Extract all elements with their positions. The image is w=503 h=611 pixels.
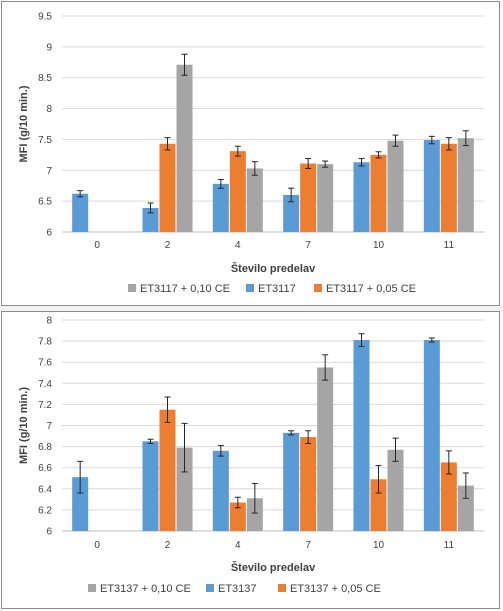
y-tick-label: 9 — [46, 42, 52, 53]
bar — [370, 154, 387, 232]
bar — [440, 462, 457, 531]
y-tick-label: 7.2 — [38, 400, 52, 411]
x-tick-label: 10 — [373, 240, 385, 251]
x-tick-label: 11 — [444, 540, 455, 551]
bar — [457, 485, 474, 531]
legend-label: ET3117 — [258, 283, 296, 295]
bar — [212, 450, 229, 531]
y-tick-label: 7.6 — [38, 358, 52, 369]
bar — [212, 183, 229, 232]
y-tick-label: 7.4 — [38, 379, 52, 390]
bar — [176, 64, 193, 232]
chart-1: 6 6.5 7 7.5 8 8.5 9 9.5 0 2 4 7 10 11 Število predelav… — [18, 12, 484, 295]
bar — [353, 162, 370, 232]
x-tick-label: 7 — [305, 540, 311, 551]
legend-label: ET3117 + 0,05 CE — [326, 283, 416, 295]
bar — [370, 479, 387, 531]
y-tick-label: 8.5 — [38, 73, 52, 84]
y-axis-title: MFI (g/10 min.) — [18, 85, 30, 162]
y-tick-label: 7.5 — [38, 135, 52, 146]
bar — [246, 498, 263, 531]
legend-label: ET3117 + 0,10 CE — [140, 283, 230, 295]
legend-swatch — [246, 284, 254, 292]
x-tick-label: 0 — [94, 240, 100, 251]
legend-swatch — [88, 584, 96, 592]
bar — [423, 140, 440, 232]
legend-label: ET3137 + 0,10 CE — [100, 583, 191, 595]
bar — [387, 140, 404, 232]
bar — [423, 340, 440, 531]
bar — [283, 432, 300, 531]
bar — [300, 163, 317, 232]
y-tick-label: 8 — [46, 104, 52, 115]
bar — [159, 143, 176, 232]
y-tick-label: 7 — [46, 166, 52, 177]
bar — [353, 340, 370, 531]
legend-swatch — [206, 584, 214, 592]
bar — [142, 207, 159, 232]
y-tick-label: 8 — [46, 316, 52, 327]
y-tick-label: 6 — [46, 228, 52, 239]
bar — [72, 193, 89, 232]
y-tick-label: 7.8 — [38, 337, 52, 348]
bar — [176, 447, 193, 531]
bar — [283, 194, 300, 232]
panel-divider — [0, 306, 503, 311]
bar — [246, 168, 263, 232]
y-tick-label: 7 — [46, 421, 52, 432]
y-tick-label: 6.5 — [38, 197, 52, 208]
x-tick-label: 11 — [444, 240, 455, 251]
bar — [229, 151, 246, 232]
legend-swatch — [314, 284, 322, 292]
x-tick-label: 10 — [373, 540, 385, 551]
legend-swatch — [278, 584, 286, 592]
bar — [317, 367, 334, 531]
y-tick-label: 6.8 — [38, 442, 52, 453]
legend-swatch — [128, 284, 136, 292]
y-tick-label: 6.6 — [38, 463, 52, 474]
bar — [142, 441, 159, 531]
x-tick-label: 7 — [305, 240, 311, 251]
x-axis-title: Število predelav — [231, 561, 316, 574]
y-axis-title: MFI (g/10 min.) — [18, 387, 30, 464]
bar — [387, 449, 404, 531]
chart-2: 6 6.2 6.4 6.6 6.8 7 7.2 7.4 7.6 7.8 8 0 2 4 7 10 11 Števi… — [18, 316, 484, 595]
y-tick-label: 6 — [46, 527, 52, 538]
x-tick-label: 2 — [165, 240, 171, 251]
x-tick-label: 0 — [94, 540, 100, 551]
bar — [300, 437, 317, 531]
x-tick-label: 2 — [165, 540, 171, 551]
x-tick-label: 4 — [235, 540, 241, 551]
bar — [159, 409, 176, 531]
bar — [72, 477, 89, 531]
y-tick-label: 6.4 — [38, 484, 52, 495]
legend-label: ET3137 + 0,05 CE — [290, 583, 381, 595]
y-tick-label: 6.2 — [38, 505, 52, 516]
bar — [229, 502, 246, 531]
x-tick-label: 4 — [235, 240, 241, 251]
y-tick-label: 9.5 — [38, 12, 52, 23]
bar — [457, 138, 474, 232]
legend-label: ET3137 — [218, 583, 257, 595]
chart-panel-bottom — [1, 311, 500, 609]
bar — [317, 164, 334, 232]
chart-panel-top — [1, 1, 500, 306]
bar — [440, 143, 457, 232]
x-axis-title: Število predelav — [231, 262, 316, 275]
